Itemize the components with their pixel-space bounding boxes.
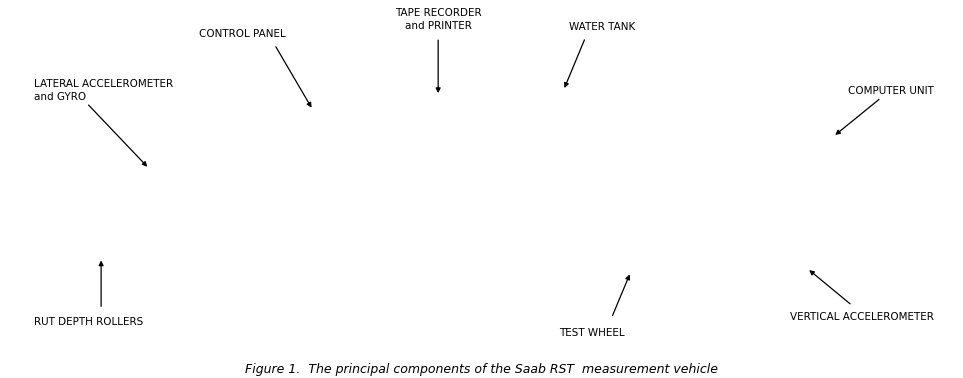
Text: RUT DEPTH ROLLERS: RUT DEPTH ROLLERS [34, 316, 143, 327]
Text: LATERAL ACCELEROMETER
and GYRO: LATERAL ACCELEROMETER and GYRO [34, 79, 172, 102]
Text: VERTICAL ACCELEROMETER: VERTICAL ACCELEROMETER [791, 312, 934, 322]
Text: TAPE RECORDER
and PRINTER: TAPE RECORDER and PRINTER [395, 8, 482, 31]
Text: Figure 1.  The principal components of the Saab RST  measurement vehicle: Figure 1. The principal components of th… [245, 363, 718, 376]
Text: WATER TANK: WATER TANK [569, 22, 635, 32]
Text: TEST WHEEL: TEST WHEEL [560, 328, 625, 338]
Text: CONTROL PANEL: CONTROL PANEL [199, 29, 286, 39]
Text: COMPUTER UNIT: COMPUTER UNIT [848, 85, 934, 96]
